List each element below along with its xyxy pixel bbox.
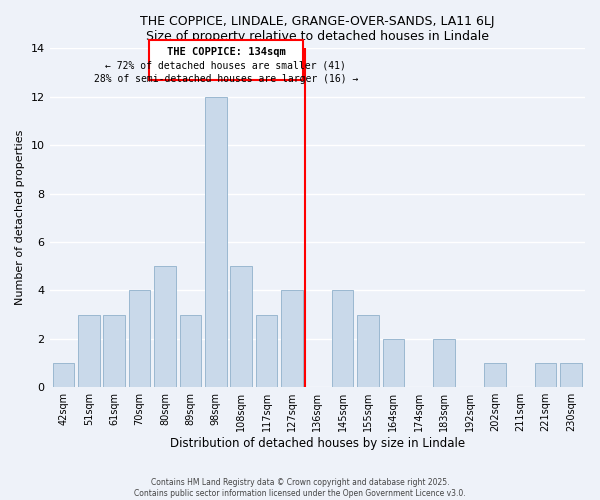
Bar bbox=[256, 314, 277, 387]
Bar bbox=[205, 96, 227, 387]
Bar bbox=[129, 290, 151, 387]
Y-axis label: Number of detached properties: Number of detached properties bbox=[15, 130, 25, 306]
Bar bbox=[560, 363, 582, 387]
Bar bbox=[484, 363, 506, 387]
Text: THE COPPICE: 134sqm: THE COPPICE: 134sqm bbox=[167, 47, 285, 57]
Text: Contains HM Land Registry data © Crown copyright and database right 2025.
Contai: Contains HM Land Registry data © Crown c… bbox=[134, 478, 466, 498]
Bar bbox=[535, 363, 556, 387]
Bar bbox=[154, 266, 176, 387]
Bar bbox=[433, 339, 455, 387]
Bar bbox=[281, 290, 302, 387]
Bar bbox=[179, 314, 201, 387]
Bar bbox=[103, 314, 125, 387]
FancyBboxPatch shape bbox=[149, 40, 304, 80]
Bar bbox=[230, 266, 252, 387]
Bar bbox=[357, 314, 379, 387]
Text: 28% of semi-detached houses are larger (16) →: 28% of semi-detached houses are larger (… bbox=[94, 74, 358, 84]
X-axis label: Distribution of detached houses by size in Lindale: Distribution of detached houses by size … bbox=[170, 437, 465, 450]
Bar bbox=[78, 314, 100, 387]
Title: THE COPPICE, LINDALE, GRANGE-OVER-SANDS, LA11 6LJ
Size of property relative to d: THE COPPICE, LINDALE, GRANGE-OVER-SANDS,… bbox=[140, 15, 494, 43]
Text: ← 72% of detached houses are smaller (41): ← 72% of detached houses are smaller (41… bbox=[106, 60, 346, 70]
Bar bbox=[383, 339, 404, 387]
Bar bbox=[53, 363, 74, 387]
Bar bbox=[332, 290, 353, 387]
